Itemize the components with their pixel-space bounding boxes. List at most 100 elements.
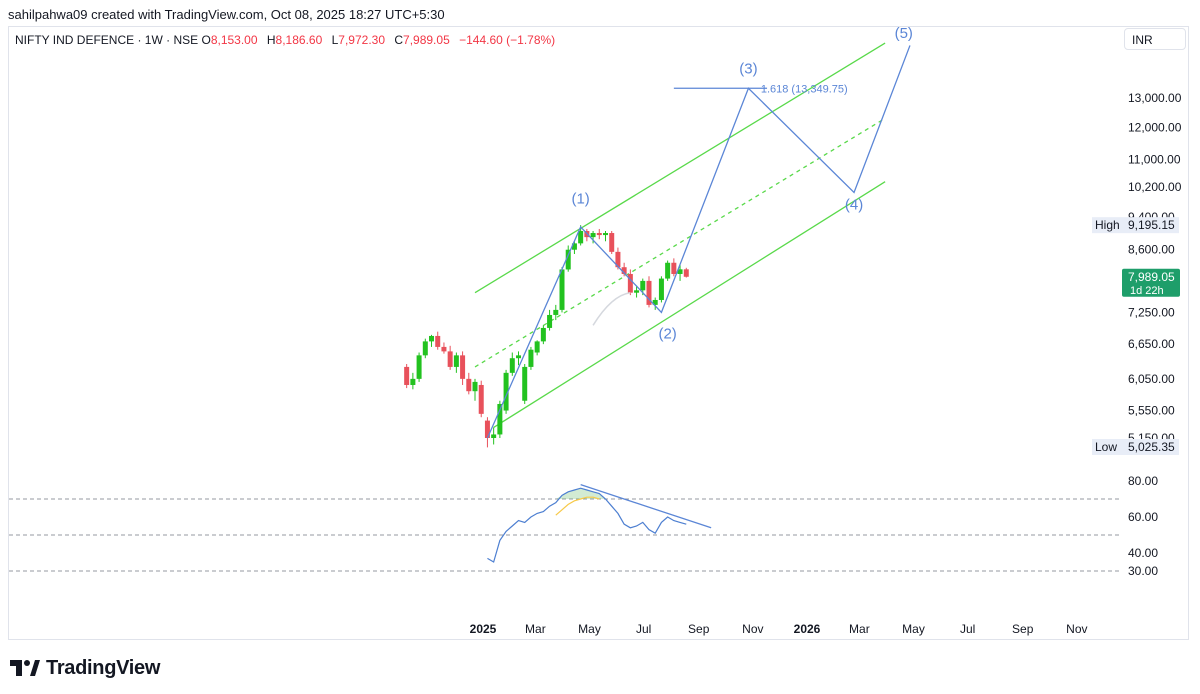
candle-body bbox=[665, 262, 671, 279]
channel-middle-line bbox=[474, 117, 886, 368]
price-tick-label: 7,250.00 bbox=[1128, 305, 1175, 319]
candle-body bbox=[590, 233, 596, 238]
low-label: L bbox=[331, 33, 339, 47]
wave-label: (5) bbox=[895, 25, 913, 42]
open-label: O bbox=[201, 33, 211, 47]
candle-body bbox=[422, 341, 428, 356]
time-tick-label: 2025 bbox=[470, 622, 497, 636]
candle-body bbox=[472, 381, 478, 392]
candle-body bbox=[516, 355, 522, 359]
candle-body bbox=[466, 378, 472, 392]
wave-label: (2) bbox=[658, 326, 676, 343]
high-label: H bbox=[266, 33, 276, 47]
candle-body bbox=[429, 335, 435, 342]
candle-body bbox=[453, 355, 459, 367]
candle-body bbox=[615, 251, 621, 268]
moving-average-line bbox=[592, 291, 631, 326]
tradingview-logo[interactable]: TradingView bbox=[10, 656, 160, 680]
chart-frame bbox=[8, 26, 1189, 640]
candle-body bbox=[596, 233, 602, 236]
candle-body bbox=[578, 230, 584, 244]
axis-badge-label: High bbox=[1095, 218, 1120, 232]
rsi-tick-label: 80.00 bbox=[1128, 474, 1158, 488]
rsi-overbought-fill bbox=[555, 488, 606, 499]
candle-body bbox=[522, 366, 528, 401]
close-value: 7,989.05 bbox=[403, 33, 450, 47]
chart-legend: NIFTY IND DEFENCE · 1W · NSE O8,153.00 H… bbox=[15, 33, 555, 47]
candle-body bbox=[565, 249, 571, 270]
rsi-line bbox=[487, 487, 687, 563]
candle-body bbox=[540, 327, 546, 342]
close-label: C bbox=[394, 33, 404, 47]
time-tick-label: Mar bbox=[525, 622, 546, 636]
candle-body bbox=[547, 314, 553, 328]
candle-body bbox=[410, 378, 416, 385]
candle-body bbox=[658, 278, 664, 300]
candle-body bbox=[677, 269, 683, 274]
candle-body bbox=[460, 355, 466, 379]
symbol-label[interactable]: NIFTY IND DEFENCE · 1W · NSE bbox=[15, 33, 199, 47]
wave-label: (4) bbox=[845, 196, 863, 213]
candle-body bbox=[509, 358, 515, 373]
wave-label: (3) bbox=[739, 60, 757, 77]
candle-body bbox=[491, 434, 497, 438]
rsi-divergence-line bbox=[580, 483, 712, 529]
candle-body bbox=[652, 299, 658, 305]
time-tick-label: Mar bbox=[849, 622, 870, 636]
rsi-tick-label: 30.00 bbox=[1128, 564, 1158, 578]
candle-body bbox=[478, 384, 484, 414]
candle-body bbox=[634, 290, 640, 293]
open-value: 8,153.00 bbox=[210, 33, 258, 47]
chart-credit: sahilpahwa09 created with TradingView.co… bbox=[8, 7, 445, 22]
time-tick-label: Nov bbox=[1066, 622, 1087, 636]
axis-badge-value: 5,025.35 bbox=[1128, 440, 1175, 454]
high-value: 8,186.60 bbox=[275, 33, 323, 47]
candle-body bbox=[671, 262, 677, 274]
candle-body bbox=[571, 243, 577, 250]
candle-body bbox=[441, 346, 447, 352]
time-tick-label: Jul bbox=[636, 622, 651, 636]
fib-level-label: 1.618 (13,349.75) bbox=[761, 83, 848, 95]
candle-body bbox=[497, 403, 503, 435]
currency-button[interactable]: INR bbox=[1124, 28, 1186, 50]
time-tick-label: May bbox=[578, 622, 601, 636]
candle-body bbox=[447, 351, 453, 367]
price-tick-label: 6,050.00 bbox=[1128, 372, 1175, 386]
time-tick-label: May bbox=[902, 622, 925, 636]
candle-body bbox=[621, 267, 627, 274]
candle-body bbox=[528, 349, 534, 367]
current-price-badge bbox=[1122, 268, 1180, 297]
candle-body bbox=[609, 233, 615, 252]
rsi-tick-label: 40.00 bbox=[1128, 546, 1158, 560]
price-tick-label: 5,550.00 bbox=[1128, 404, 1175, 418]
candle-body bbox=[534, 341, 540, 353]
axis-badge-bg bbox=[1092, 217, 1179, 234]
channel-lower-line bbox=[493, 181, 886, 429]
channel-upper-line bbox=[474, 42, 886, 294]
time-tick-label: 2026 bbox=[794, 622, 821, 636]
candle-body bbox=[484, 420, 490, 438]
elliott-wave-path bbox=[486, 45, 911, 439]
price-tick-label: 12,000.00 bbox=[1128, 120, 1182, 134]
price-tick-label: 8,600.00 bbox=[1128, 243, 1175, 257]
candle-body bbox=[404, 366, 410, 385]
time-tick-label: Jul bbox=[960, 622, 975, 636]
candle-body bbox=[553, 309, 559, 315]
candle-body bbox=[602, 233, 608, 236]
price-tick-label: 13,000.00 bbox=[1128, 91, 1182, 105]
change-value: −144.60 (−1.78%) bbox=[459, 33, 556, 47]
candle-body bbox=[435, 335, 441, 347]
candle-body bbox=[640, 280, 646, 291]
candle-body bbox=[646, 280, 652, 305]
candle-body bbox=[559, 269, 565, 310]
countdown-label: 1d 22h bbox=[1130, 285, 1164, 297]
price-tick-label: 6,650.00 bbox=[1128, 337, 1175, 351]
rsi-ma-line bbox=[555, 496, 600, 516]
low-value: 7,972.30 bbox=[338, 33, 386, 47]
time-tick-label: Nov bbox=[742, 622, 763, 636]
brand-name: TradingView bbox=[46, 656, 161, 679]
rsi-tick-label: 60.00 bbox=[1128, 510, 1158, 524]
axis-badge-label: Low bbox=[1095, 440, 1117, 454]
candle-body bbox=[503, 372, 509, 411]
